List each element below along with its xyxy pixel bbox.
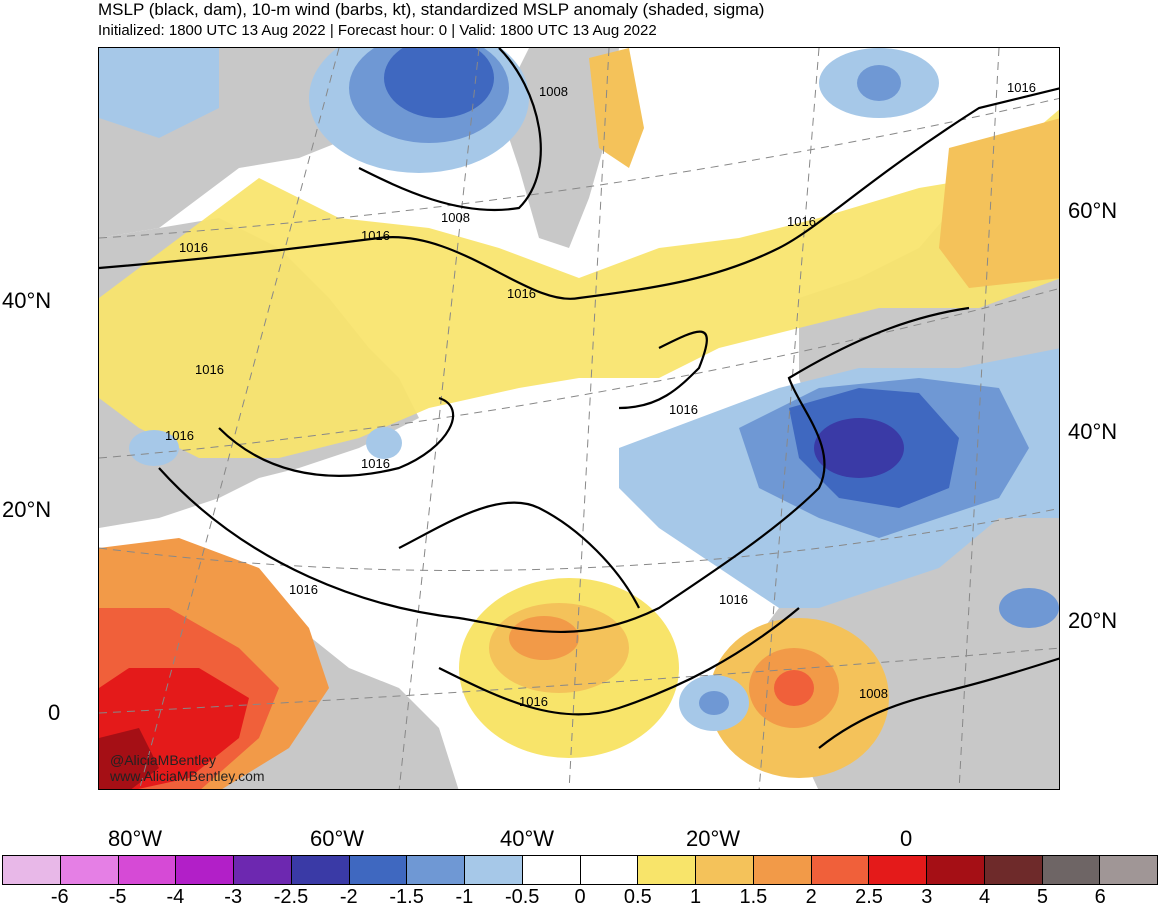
anomaly-negative-small-3-core bbox=[699, 691, 729, 715]
anomaly-positive-band bbox=[99, 109, 1059, 458]
colorbar-tick-label: -5 bbox=[108, 886, 127, 908]
colorbar-tick-label: 0.5 bbox=[623, 886, 652, 908]
anomaly-positive-caribbean-max bbox=[99, 728, 159, 789]
colorbar-swatch bbox=[234, 856, 292, 884]
colorbar-tick-label: -2 bbox=[339, 886, 358, 908]
isobar-label: 1016 bbox=[289, 582, 318, 597]
map-panel: 1008 1008 1016 1016 1016 1016 1016 1016 … bbox=[98, 47, 1060, 790]
colorbar-swatch bbox=[638, 856, 696, 884]
isobar-label: 1016 bbox=[1007, 80, 1036, 95]
colorbar-swatch bbox=[465, 856, 523, 884]
isobar-label: 1008 bbox=[539, 84, 568, 99]
colorbar-tick-label: 4 bbox=[979, 886, 991, 908]
colorbar-swatch bbox=[1100, 856, 1157, 884]
colorbar-tick-label: 5 bbox=[1036, 886, 1048, 908]
colorbar-swatch bbox=[407, 856, 465, 884]
isobar-1016-azores bbox=[618, 330, 708, 410]
anomaly-negative-northwest bbox=[99, 48, 219, 138]
anomaly-negative-small-2 bbox=[129, 430, 179, 466]
lon-label: 40°W bbox=[500, 826, 555, 851]
colorbar-swatch bbox=[118, 856, 177, 884]
isobars bbox=[99, 48, 1059, 749]
colorbar-tick-label: 3 bbox=[921, 886, 933, 908]
chart-title: MSLP (black, dam), 10-m wind (barbs, kt)… bbox=[98, 0, 765, 19]
colorbar-swatch bbox=[984, 856, 1043, 884]
lon-label: 0 bbox=[900, 826, 913, 851]
colorbar-tick-label: 1.5 bbox=[739, 886, 768, 908]
isobar-1016-subtropic bbox=[398, 501, 640, 609]
isobar-label: 1008 bbox=[441, 210, 470, 225]
lat-label-right: 60°N bbox=[1068, 198, 1118, 223]
colorbar-tick-label: -1 bbox=[455, 886, 474, 908]
isobar-label: 1016 bbox=[361, 456, 390, 471]
colorbar-tick-label: -1.5 bbox=[389, 886, 424, 908]
anomaly-positive-west-africa-inner bbox=[774, 670, 814, 706]
colorbar-tick-label: -4 bbox=[166, 886, 185, 908]
colorbar-tick-label: -3 bbox=[224, 886, 243, 908]
colorbar-swatch bbox=[522, 856, 581, 884]
colorbar-swatch bbox=[696, 856, 754, 884]
colorbar-swatch bbox=[3, 856, 61, 884]
isobar-label-group: 1008 1008 1016 1016 1016 1016 1016 1016 … bbox=[165, 80, 1036, 709]
isobar-label: 1016 bbox=[179, 240, 208, 255]
map-canvas: 1008 1008 1016 1016 1016 1016 1016 1016 … bbox=[99, 48, 1059, 789]
isobar-1008-labrador bbox=[358, 48, 542, 212]
colorbar-swatch bbox=[291, 856, 350, 884]
colorbar-swatch bbox=[176, 856, 234, 884]
isobar-label: 1016 bbox=[195, 362, 224, 377]
colorbar-swatch bbox=[60, 856, 119, 884]
colorbar-swatch bbox=[869, 856, 927, 884]
colorbar-tick-label: 2 bbox=[805, 886, 817, 908]
anomaly-positive-central-inner bbox=[509, 616, 579, 660]
isobar-label: 1016 bbox=[507, 286, 536, 301]
colorbar-swatch bbox=[753, 856, 812, 884]
lon-label: 20°W bbox=[686, 826, 741, 851]
colorbar-swatch bbox=[349, 856, 408, 884]
isobar-1016-central bbox=[158, 306, 970, 634]
anomaly-negative-africa-east bbox=[999, 588, 1059, 628]
watermark-handle: @AliciaMBentley bbox=[110, 752, 217, 768]
lon-label: 60°W bbox=[310, 826, 365, 851]
isobar-label: 1016 bbox=[719, 592, 748, 607]
isobar-label: 1016 bbox=[165, 428, 194, 443]
watermark: @AliciaMBentley www.AliciaMBentley.com bbox=[110, 752, 265, 784]
isobar-1016-south bbox=[438, 607, 800, 716]
isobar-1008-africa bbox=[818, 657, 1059, 749]
anomaly-positive-greenland bbox=[589, 48, 644, 168]
colorbar-tick-label: -6 bbox=[50, 886, 69, 908]
colorbar-tick-label: 2.5 bbox=[855, 886, 883, 908]
colorbar-tick-label: -0.5 bbox=[504, 886, 540, 908]
isobar-1016-north bbox=[99, 87, 1059, 300]
colorbar-tick-label: 0 bbox=[574, 886, 586, 908]
lat-label-right: 20°N bbox=[1068, 608, 1118, 633]
isobar-1016-gulf bbox=[218, 396, 455, 477]
isobar-label: 1016 bbox=[519, 694, 548, 709]
isobar-label: 1008 bbox=[859, 686, 888, 701]
anomaly-negative-iberia-max bbox=[814, 418, 904, 478]
colorbar-tick-label: 1 bbox=[690, 886, 702, 908]
lat-label-left: 0 bbox=[48, 700, 61, 725]
lat-label-left: 20°N bbox=[2, 497, 52, 522]
colorbar-tick-label: 6 bbox=[1094, 886, 1106, 908]
lat-label-right: 40°N bbox=[1068, 419, 1118, 444]
anomaly-negative-labrador-core bbox=[384, 48, 494, 118]
isobar-label: 1016 bbox=[669, 402, 698, 417]
colorbar bbox=[2, 855, 1158, 885]
isobar-label: 1016 bbox=[361, 228, 390, 243]
anomaly-negative-small-1 bbox=[366, 427, 402, 459]
anomaly-positive-core bbox=[939, 118, 1059, 288]
colorbar-tick-label: -2.5 bbox=[273, 886, 309, 908]
lon-label: 80°W bbox=[108, 826, 163, 851]
watermark-url: www.AliciaMBentley.com bbox=[110, 768, 265, 784]
chart-subtitle: Initialized: 1800 UTC 13 Aug 2022 | Fore… bbox=[98, 22, 657, 39]
colorbar-swatch bbox=[1042, 856, 1101, 884]
colorbar-swatch bbox=[927, 856, 985, 884]
anomaly-negative-norwegian-sea-core bbox=[857, 65, 901, 101]
isobar-label: 1016 bbox=[787, 214, 816, 229]
colorbar-swatch bbox=[811, 856, 870, 884]
lat-label-left: 40°N bbox=[2, 288, 52, 313]
colorbar-swatch bbox=[580, 856, 639, 884]
